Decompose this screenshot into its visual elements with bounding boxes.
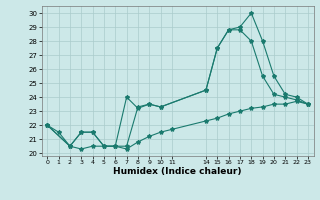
- X-axis label: Humidex (Indice chaleur): Humidex (Indice chaleur): [113, 167, 242, 176]
